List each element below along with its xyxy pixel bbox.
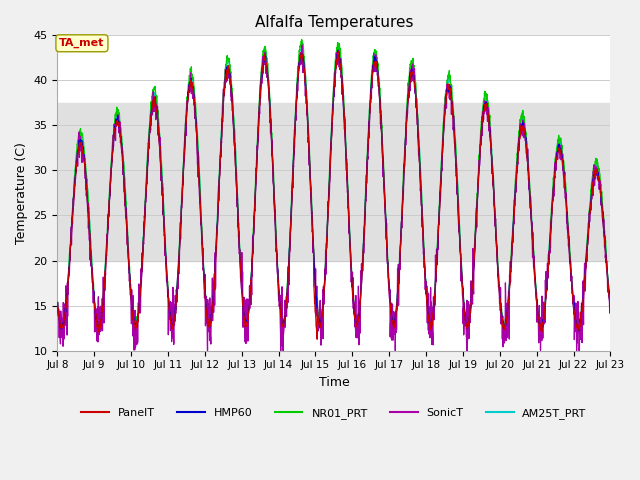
Y-axis label: Temperature (C): Temperature (C) [15, 142, 28, 244]
Text: TA_met: TA_met [60, 38, 104, 48]
Title: Alfalfa Temperatures: Alfalfa Temperatures [255, 15, 413, 30]
Legend: PanelT, HMP60, NR01_PRT, SonicT, AM25T_PRT: PanelT, HMP60, NR01_PRT, SonicT, AM25T_P… [77, 404, 591, 423]
Bar [58, 103, 611, 261]
X-axis label: Time: Time [319, 376, 349, 389]
